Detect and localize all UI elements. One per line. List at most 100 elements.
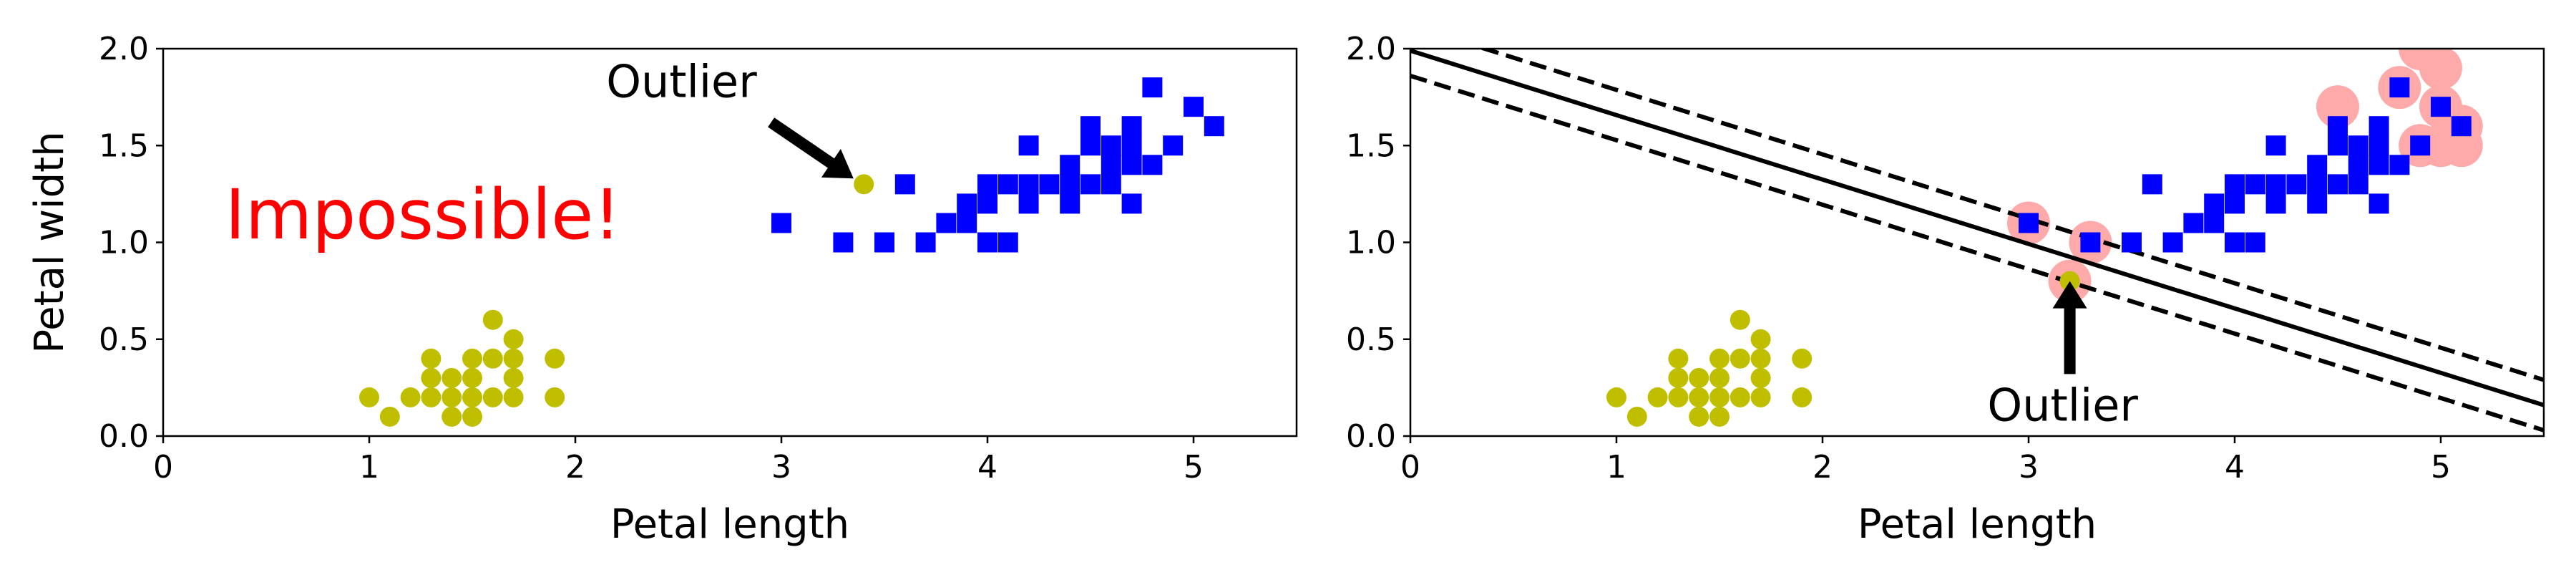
chart0-series0-point-13 <box>482 387 503 407</box>
chart0-series1-point-19 <box>1060 155 1080 175</box>
chart0-series1-point-25 <box>1101 135 1121 156</box>
chart1-series0-point-1 <box>1626 406 1647 427</box>
chart1-series0-point-8 <box>1689 367 1709 388</box>
chart1-series0-point-3 <box>1668 387 1689 407</box>
chart0-series1-point-13 <box>1018 193 1039 214</box>
chart0-annotation-impossible-text: Impossible! <box>225 175 620 255</box>
chart1-series0-point-15 <box>1729 309 1750 330</box>
chart0-series1-point-30 <box>1142 155 1163 175</box>
chart1-x-tick-label-3: 3 <box>2019 449 2039 485</box>
chart1-series1-point-15 <box>2265 135 2286 156</box>
chart1-series0-point-5 <box>1668 348 1689 369</box>
chart1-series1-point-23 <box>2348 174 2368 195</box>
chart1-series0-point-6 <box>1689 406 1709 427</box>
chart1-series1-point-18 <box>2307 174 2328 195</box>
chart0-series1-point-20 <box>1080 174 1101 195</box>
chart0-annotation-outlier-arrow <box>768 117 854 179</box>
chart0-series0-point-21 <box>545 348 565 369</box>
chart1-series0-point-18 <box>1750 348 1771 369</box>
chart0-series1-point-16 <box>1039 174 1060 195</box>
chart1-series1-point-24 <box>2348 155 2368 175</box>
chart1-margin-line-1 <box>1477 49 2544 382</box>
chart1-y-tick-label-0: 0.0 <box>1346 418 1396 455</box>
chart1-y-tick-label-2: 1.0 <box>1346 225 1396 261</box>
chart0-series1-point-2 <box>874 232 894 253</box>
chart1-y-tick-label-3: 1.5 <box>1346 127 1396 164</box>
chart0-series1-point-17 <box>1060 193 1080 214</box>
chart1-series1-point-12 <box>2245 174 2265 195</box>
chart1-x-axis-label: Petal length <box>1858 501 2097 548</box>
chart0-series1-point-21 <box>1080 135 1101 156</box>
chart1-series1-point-10 <box>2225 174 2245 195</box>
chart1-series0-point-2 <box>1647 387 1668 407</box>
right-chart-panel: 0 1 2 3 4 5 0.0 0.5 1.0 1.5 2.0 Petal length Outlier <box>1346 31 2545 548</box>
chart0-series1-point-32 <box>1163 135 1184 156</box>
chart0-series1-point-10 <box>977 174 997 195</box>
chart0-series1-point-14 <box>1018 174 1039 195</box>
chart1-series0-point-4 <box>1668 367 1689 388</box>
chart1-x-tick-label-2: 2 <box>1813 449 1833 485</box>
chart0-x-tick-label-2: 2 <box>565 449 585 485</box>
chart1-series1-point-33 <box>2431 97 2451 117</box>
chart1-series1-point-17 <box>2307 193 2328 214</box>
chart1-series1-point-5 <box>2183 213 2204 233</box>
chart1-series0-point-11 <box>1709 367 1729 388</box>
chart0-series0-point-17 <box>503 367 524 388</box>
chart1-series1-point-30 <box>2389 155 2410 175</box>
chart1-series1-point-1 <box>2080 232 2101 253</box>
chart0-series0-point-14 <box>482 348 503 369</box>
chart0-y-tick-label-2: 1.0 <box>99 225 149 261</box>
chart0-series0-point-12 <box>462 348 482 369</box>
chart0-series1-point-1 <box>833 232 854 253</box>
chart0-series0-point-3 <box>421 387 441 407</box>
chart0-series1-point-18 <box>1060 174 1080 195</box>
chart1-series1-point-22 <box>2328 116 2348 137</box>
chart0-series0-point-9 <box>462 406 482 427</box>
chart1-series1-point-32 <box>2410 135 2431 156</box>
chart0-series1-point-9 <box>977 193 997 214</box>
chart0-series1-point-27 <box>1121 155 1142 175</box>
chart0-series1-point-29 <box>1121 116 1142 137</box>
chart0-series0-point-0 <box>359 387 379 407</box>
chart1-margin-line-2 <box>1410 74 2544 432</box>
chart1-series1-point-29 <box>2368 116 2389 137</box>
chart1-decision-boundary <box>1410 49 2544 407</box>
chart1-series1-point-25 <box>2348 135 2368 156</box>
chart1-series1-point-19 <box>2307 155 2328 175</box>
chart0-x-tick-label-0: 0 <box>153 449 173 485</box>
chart0-series1-point-8 <box>977 232 997 253</box>
chart1-series1-point-7 <box>2204 193 2225 214</box>
chart0-series0-point-2 <box>400 387 421 407</box>
chart1-series0-point-21 <box>1792 348 1813 369</box>
chart1-series0-point-7 <box>1689 387 1709 407</box>
chart0-x-tick-label-5: 5 <box>1184 449 1204 485</box>
chart1-x-tick-label-5: 5 <box>2431 449 2451 485</box>
chart0-series1-point-31 <box>1142 77 1163 98</box>
chart0-series0-point-20 <box>545 387 565 407</box>
chart0-series0-point-5 <box>421 348 441 369</box>
chart0-series1-point-6 <box>957 213 977 233</box>
chart1-series0-point-0 <box>1606 387 1626 407</box>
chart0-series1-point-22 <box>1080 116 1101 137</box>
chart1-x-tick-label-4: 4 <box>2225 449 2245 485</box>
chart1-series1-point-20 <box>2328 174 2348 195</box>
chart0-series1-point-11 <box>997 232 1018 253</box>
chart0-annotation-outlier-text: Outlier <box>606 56 757 108</box>
chart1-series1-point-26 <box>2368 193 2389 214</box>
chart1-series0-point-17 <box>1750 367 1771 388</box>
chart0-x-axis-label: Petal length <box>610 501 849 548</box>
chart0-series1-point-33 <box>1184 97 1204 117</box>
chart0-series1-point-34 <box>1204 116 1224 137</box>
chart1-support-vector-6 <box>2419 49 2462 90</box>
chart1-series1-point-3 <box>2142 174 2162 195</box>
chart0-series1-point-12 <box>997 174 1018 195</box>
chart1-series1-point-0 <box>2019 213 2039 233</box>
chart0-series1-point-24 <box>1101 155 1121 175</box>
chart1-series1-point-14 <box>2265 174 2286 195</box>
chart0-series1-point-15 <box>1018 135 1039 156</box>
chart0-x-tick-label-4: 4 <box>977 449 997 485</box>
chart0-series1-point-0 <box>771 213 791 233</box>
chart0-y-tick-label-0: 0.0 <box>99 418 149 455</box>
chart1-series0-point-16 <box>1750 387 1771 407</box>
